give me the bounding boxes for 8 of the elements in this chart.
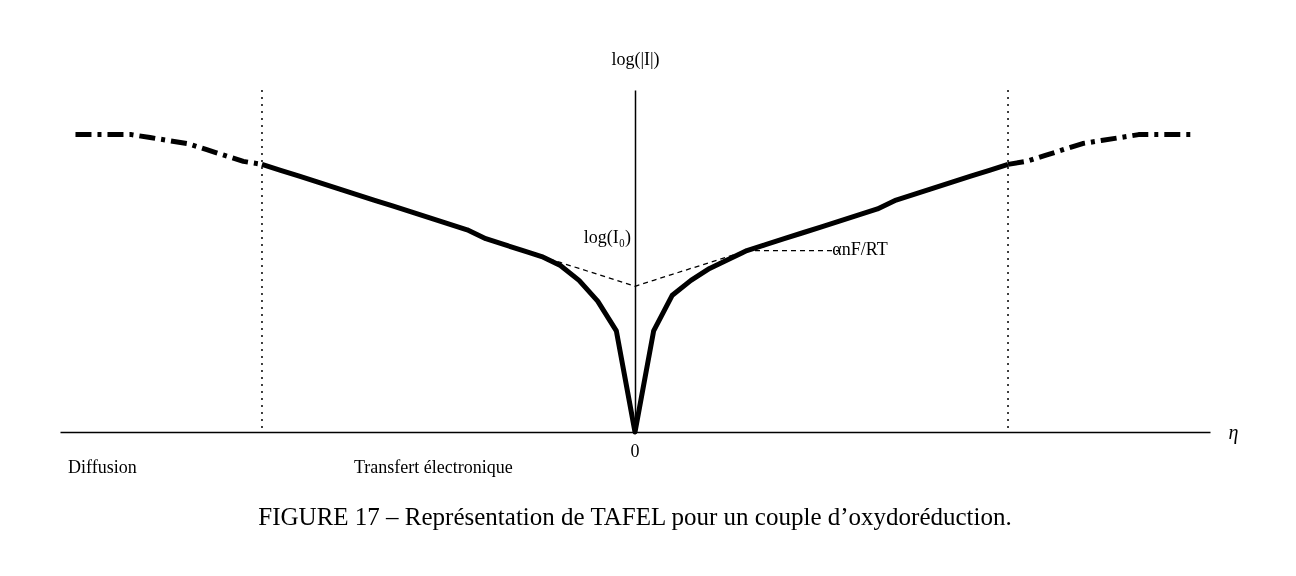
text: FIGURE 17 – Représentation de TAFEL pour un couple d’oxydoréduction. — [258, 503, 1012, 530]
annotation: αnF/RT — [832, 239, 888, 259]
x-axis-title: η — [1228, 420, 1239, 444]
text: 0 — [630, 441, 640, 461]
text: Transfert électronique — [354, 457, 513, 477]
annotation: log(I₀) — [583, 227, 631, 248]
text: Diffusion — [68, 457, 137, 477]
y-axis-title: log(|I|) — [611, 48, 660, 70]
